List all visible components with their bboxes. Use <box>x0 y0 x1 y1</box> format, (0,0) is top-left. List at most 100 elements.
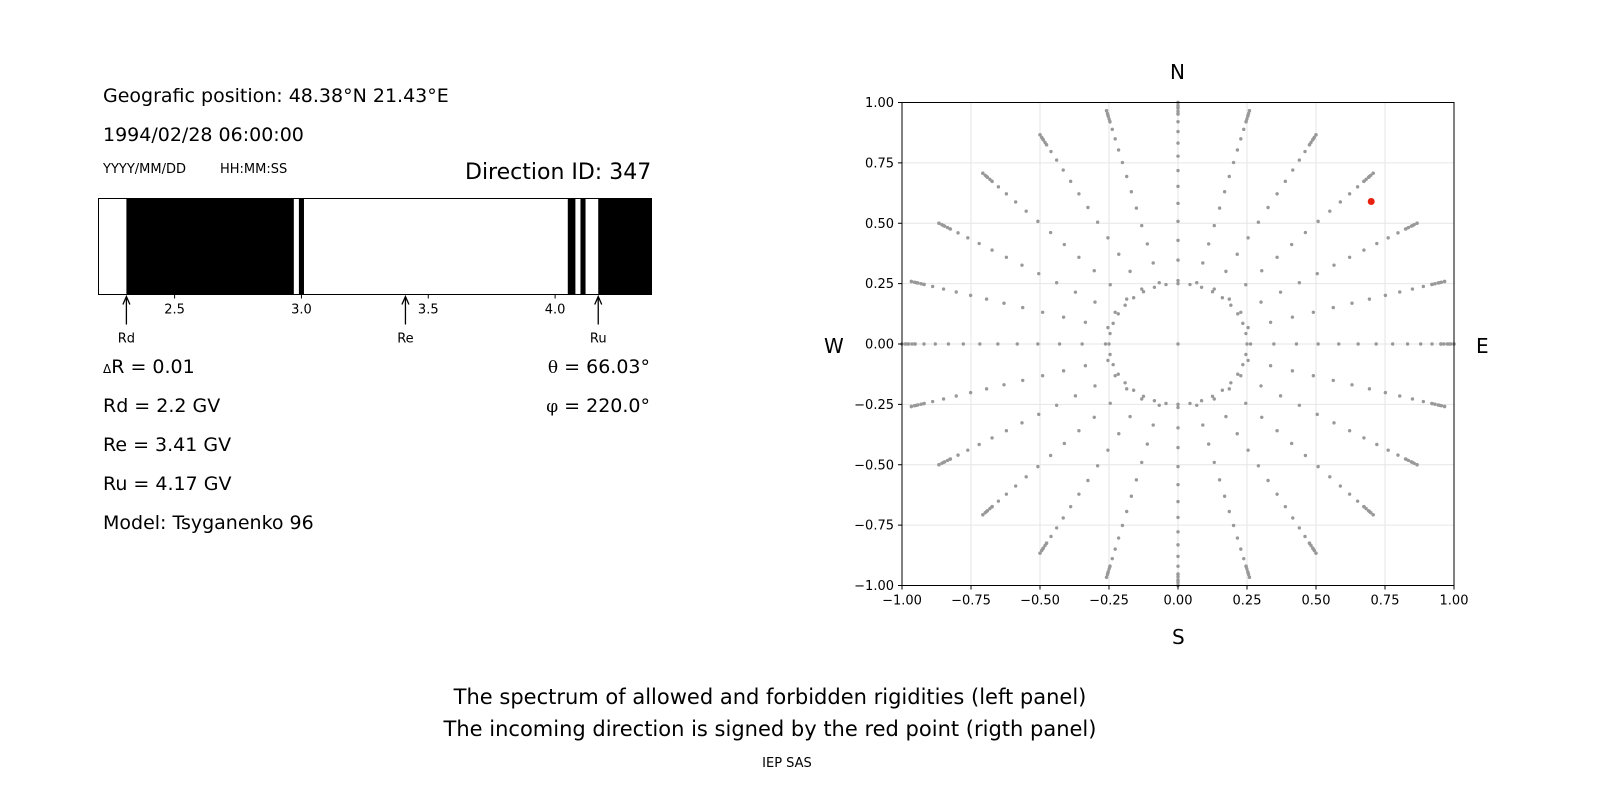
scatter-point <box>1403 227 1408 231</box>
scatter-point <box>1375 442 1379 447</box>
scatter-point <box>1409 460 1413 464</box>
scatter-point <box>1057 342 1062 346</box>
forbidden-band <box>580 198 586 295</box>
time-format-label: HH:MM:SS <box>220 162 288 177</box>
x-tick-label: −0.25 <box>1089 594 1129 609</box>
scatter-point <box>1038 133 1042 137</box>
scatter-point <box>1275 255 1279 259</box>
scatter-point <box>1272 342 1276 346</box>
scatter-point <box>1077 429 1081 433</box>
scatter-point <box>940 222 944 227</box>
scatter-point <box>1116 372 1120 376</box>
scatter-point <box>1129 190 1134 194</box>
rd-value: Rd = 2.2 GV <box>103 395 221 417</box>
scatter-point <box>1021 378 1025 383</box>
scatter-point <box>1176 278 1180 283</box>
compass-south: S <box>1172 625 1185 649</box>
scatter-point <box>1442 342 1446 346</box>
scatter-point <box>1073 290 1078 294</box>
scatter-point <box>1201 423 1205 427</box>
x-tick-label: −0.75 <box>951 594 991 609</box>
scatter-point <box>1259 384 1263 388</box>
scatter-point <box>1004 192 1009 196</box>
scatter-point <box>1176 109 1180 113</box>
scatter-point <box>1015 342 1019 346</box>
scatter-point <box>1398 394 1402 398</box>
scatter-point <box>1040 374 1045 378</box>
scatter-point <box>1095 220 1100 224</box>
scatter-point <box>1239 547 1243 551</box>
scatter-point <box>1311 374 1316 378</box>
scatter-point <box>930 284 935 289</box>
x-tick-label: 0.25 <box>1233 594 1262 609</box>
scatter-point <box>1241 321 1245 326</box>
scatter-point <box>1338 484 1343 488</box>
scatter-point <box>1278 394 1283 398</box>
scatter-point <box>916 281 920 285</box>
scatter-point <box>1231 523 1236 528</box>
scatter-point <box>1113 310 1117 314</box>
scatter-point <box>1314 551 1318 555</box>
scatter-point <box>1049 149 1053 154</box>
scatter-point <box>985 508 990 513</box>
scatter-point <box>1106 114 1110 119</box>
scatter-point <box>1116 148 1121 152</box>
scatter-point <box>1054 158 1059 162</box>
scatter-point <box>1199 285 1204 289</box>
scatter-point <box>1108 282 1112 287</box>
scatter-point <box>988 177 992 182</box>
scatter-point <box>912 404 917 408</box>
scatter-point <box>1217 206 1222 210</box>
scatter-point <box>1303 453 1308 458</box>
scatter-point <box>1307 541 1312 545</box>
scatter-point <box>1061 369 1066 373</box>
scatter-point <box>988 506 992 511</box>
scatter-point <box>1439 404 1444 408</box>
scatter-point <box>1442 279 1447 284</box>
scatter-point <box>1044 143 1049 147</box>
scatter-point <box>1117 252 1121 256</box>
scatter-point <box>1331 305 1335 310</box>
scatter-point <box>1176 575 1180 579</box>
scatter-point <box>1004 429 1009 433</box>
scatter-point <box>1093 384 1097 388</box>
scatter-point <box>1369 511 1373 515</box>
scatter-point <box>1106 358 1110 363</box>
forbidden-band <box>126 198 294 295</box>
scatter-point <box>1239 374 1243 378</box>
scatter-point <box>1297 403 1302 408</box>
scatter-point <box>1371 513 1375 517</box>
scatter-point <box>956 453 960 457</box>
theta-value: θ = 66.03° <box>460 356 650 378</box>
scatter-point <box>1036 342 1040 346</box>
marker-label: Re <box>397 332 413 347</box>
scatter-point <box>1041 138 1046 142</box>
scatter-point <box>1061 516 1065 520</box>
scatter-point <box>1328 475 1332 479</box>
scatter-point <box>943 224 947 228</box>
scatter-point <box>978 342 982 346</box>
scatter-point <box>1176 578 1180 582</box>
scatter-point <box>1104 109 1109 113</box>
scatter-point <box>1312 135 1317 140</box>
scatter-point <box>1210 394 1215 398</box>
scatter-point <box>1256 220 1261 224</box>
scatter-point <box>1355 185 1360 189</box>
compass-west: W <box>824 334 844 358</box>
scatter-point <box>1268 364 1273 368</box>
scatter-point <box>1245 342 1249 346</box>
scatter-point <box>1086 205 1090 210</box>
scatter-point <box>1362 248 1366 252</box>
scatter-point <box>1290 315 1295 319</box>
scatter-point <box>1406 225 1411 230</box>
marker-arrowhead <box>594 294 603 305</box>
geo-position: Geografic position: 48.38°N 21.43°E <box>103 85 449 107</box>
scatter-point <box>1117 432 1121 436</box>
scatter-point <box>1289 242 1294 247</box>
scatter-point <box>1332 263 1336 267</box>
scatter-point <box>1024 475 1028 479</box>
scatter-point <box>1412 222 1416 227</box>
scatter-point <box>1396 231 1400 235</box>
scatter-point <box>1054 280 1059 285</box>
scatter-point <box>1061 168 1065 172</box>
